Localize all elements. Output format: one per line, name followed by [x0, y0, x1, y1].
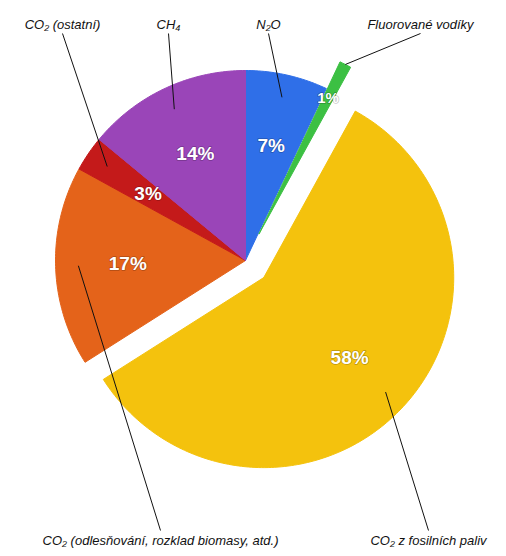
svg-text:CH₄: CH₄	[157, 17, 181, 32]
svg-text:3%: 3%	[134, 183, 162, 204]
svg-text:N₂O: N₂O	[256, 17, 280, 32]
svg-text:Fluorované vodíky: Fluorované vodíky	[367, 17, 475, 32]
svg-text:58%: 58%	[331, 347, 369, 368]
svg-text:17%: 17%	[109, 253, 147, 274]
svg-text:7%: 7%	[257, 135, 285, 156]
svg-text:14%: 14%	[176, 143, 214, 164]
svg-text:1%: 1%	[317, 89, 339, 106]
svg-text:CO₂ z fosilních paliv: CO₂ z fosilních paliv	[370, 533, 488, 548]
svg-text:CO₂ (odlesňování, rozklad biom: CO₂ (odlesňování, rozklad biomasy, atd.)	[43, 533, 279, 548]
svg-text:CO₂ (ostatní): CO₂ (ostatní)	[25, 17, 101, 32]
